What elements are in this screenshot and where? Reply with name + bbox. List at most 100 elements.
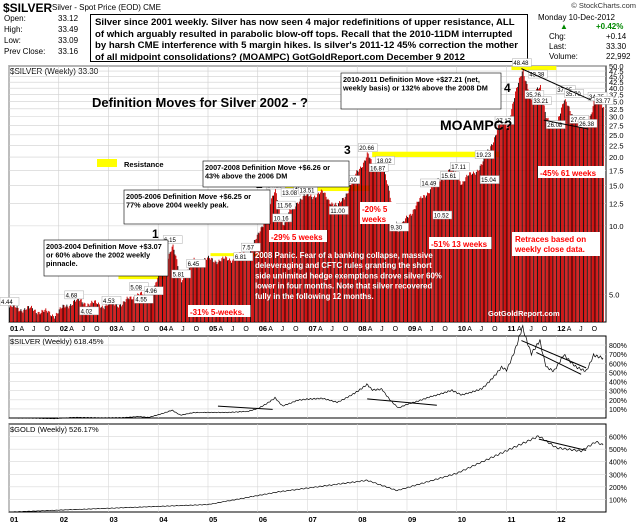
price-bar xyxy=(109,301,111,322)
price-bar xyxy=(149,301,151,322)
price-bar xyxy=(181,282,183,322)
price-bar xyxy=(273,195,274,322)
price-bar xyxy=(564,99,566,323)
price-bar xyxy=(296,202,298,322)
price-label: 10.16 xyxy=(274,216,290,222)
price-bar xyxy=(413,208,415,322)
price-bar xyxy=(259,231,261,322)
price-bar xyxy=(324,192,326,322)
price-bar xyxy=(582,121,583,323)
price-bar xyxy=(182,280,184,322)
price-bar xyxy=(129,296,131,322)
price-bar xyxy=(145,299,147,322)
retrace-note: Retraces based on weekly close data. xyxy=(514,235,586,254)
price-bar xyxy=(464,181,466,322)
price-bar xyxy=(222,256,224,322)
price-bar xyxy=(391,204,393,322)
price-bar xyxy=(98,304,100,322)
price-bar xyxy=(596,100,598,322)
price-bar xyxy=(41,309,43,322)
price-label: 35.26 xyxy=(526,93,542,99)
price-bar xyxy=(36,314,38,322)
price-bar xyxy=(351,182,353,322)
price-bar xyxy=(283,225,285,322)
move-box xyxy=(202,160,350,188)
x-year-label: 09 xyxy=(408,324,416,333)
price-bar xyxy=(155,282,157,322)
price-bar xyxy=(148,301,150,322)
price-bar xyxy=(169,252,171,322)
price-bar xyxy=(443,180,445,322)
price-bar xyxy=(332,203,334,322)
gold-pct-panel: 100% 200% 300% 400% 500% 600% $GOLD (Weekly) 5… xyxy=(8,423,627,513)
price-bar xyxy=(241,254,243,322)
price-bar xyxy=(395,221,397,322)
price-bar xyxy=(520,76,522,323)
price-bar xyxy=(600,101,602,322)
price-bar xyxy=(412,209,414,322)
price-bar xyxy=(252,248,253,322)
x-month-label: A xyxy=(169,326,174,333)
price-bar xyxy=(375,169,377,322)
price-label: 4.53 xyxy=(103,299,115,305)
price-bar xyxy=(66,304,68,322)
price-label: 6.45 xyxy=(188,262,200,268)
price-bar xyxy=(118,307,119,322)
price-bar xyxy=(171,246,173,322)
price-bar xyxy=(25,309,27,322)
price-bar xyxy=(119,304,121,322)
price-label-box xyxy=(171,269,191,279)
price-bar xyxy=(198,263,200,322)
price-bar xyxy=(411,213,413,322)
y-tick-label: 200% xyxy=(609,485,627,492)
price-bar xyxy=(406,215,407,322)
price-bar xyxy=(131,299,133,322)
price-bar xyxy=(409,213,411,322)
price-bar xyxy=(341,198,343,322)
pullback-label: -29% 5 weeks xyxy=(271,233,323,242)
price-bar xyxy=(276,200,278,322)
price-bar xyxy=(250,249,251,322)
price-bar xyxy=(467,176,469,322)
price-bar xyxy=(173,249,175,322)
quote-value: 33.09 xyxy=(58,36,79,45)
price-label: 15.04 xyxy=(481,178,497,184)
price-bar xyxy=(48,310,50,322)
y-tick-label: 25.0 xyxy=(609,131,624,140)
price-bar xyxy=(407,216,408,322)
price-bar xyxy=(306,192,308,322)
price-bar xyxy=(135,299,137,322)
price-bar xyxy=(538,89,539,322)
price-bar xyxy=(428,193,429,322)
price-bar xyxy=(558,116,560,323)
price-bar xyxy=(319,192,321,322)
price-bar xyxy=(458,178,460,322)
y-tick-label: 27.5 xyxy=(609,121,624,130)
price-bar xyxy=(442,180,444,322)
price-bar xyxy=(500,118,502,323)
x-year-label: 02 xyxy=(60,324,68,333)
pullback-box xyxy=(429,237,492,249)
price-bar xyxy=(327,198,329,322)
price-bar xyxy=(151,293,153,322)
price-bar xyxy=(210,257,212,322)
x-year-label-bottom: 05 xyxy=(209,515,217,524)
price-bar xyxy=(595,103,597,323)
price-label: 6.81 xyxy=(235,255,247,261)
price-bar xyxy=(511,109,513,322)
up-arrow-icon: ▲ xyxy=(560,22,568,31)
price-label-box xyxy=(528,69,548,79)
price-bar xyxy=(320,189,322,322)
x-year-label-bottom: 10 xyxy=(458,515,466,524)
y-tick-label: 700% xyxy=(609,352,627,359)
price-bar xyxy=(418,201,420,322)
price-bar xyxy=(493,142,495,322)
price-bar xyxy=(363,160,365,322)
price-bar xyxy=(160,271,162,322)
pullback-label: -31% 5-weeks. xyxy=(190,308,244,317)
price-bar xyxy=(272,195,274,322)
trendline xyxy=(543,119,589,130)
price-bar xyxy=(275,193,277,322)
price-bar xyxy=(106,305,108,322)
